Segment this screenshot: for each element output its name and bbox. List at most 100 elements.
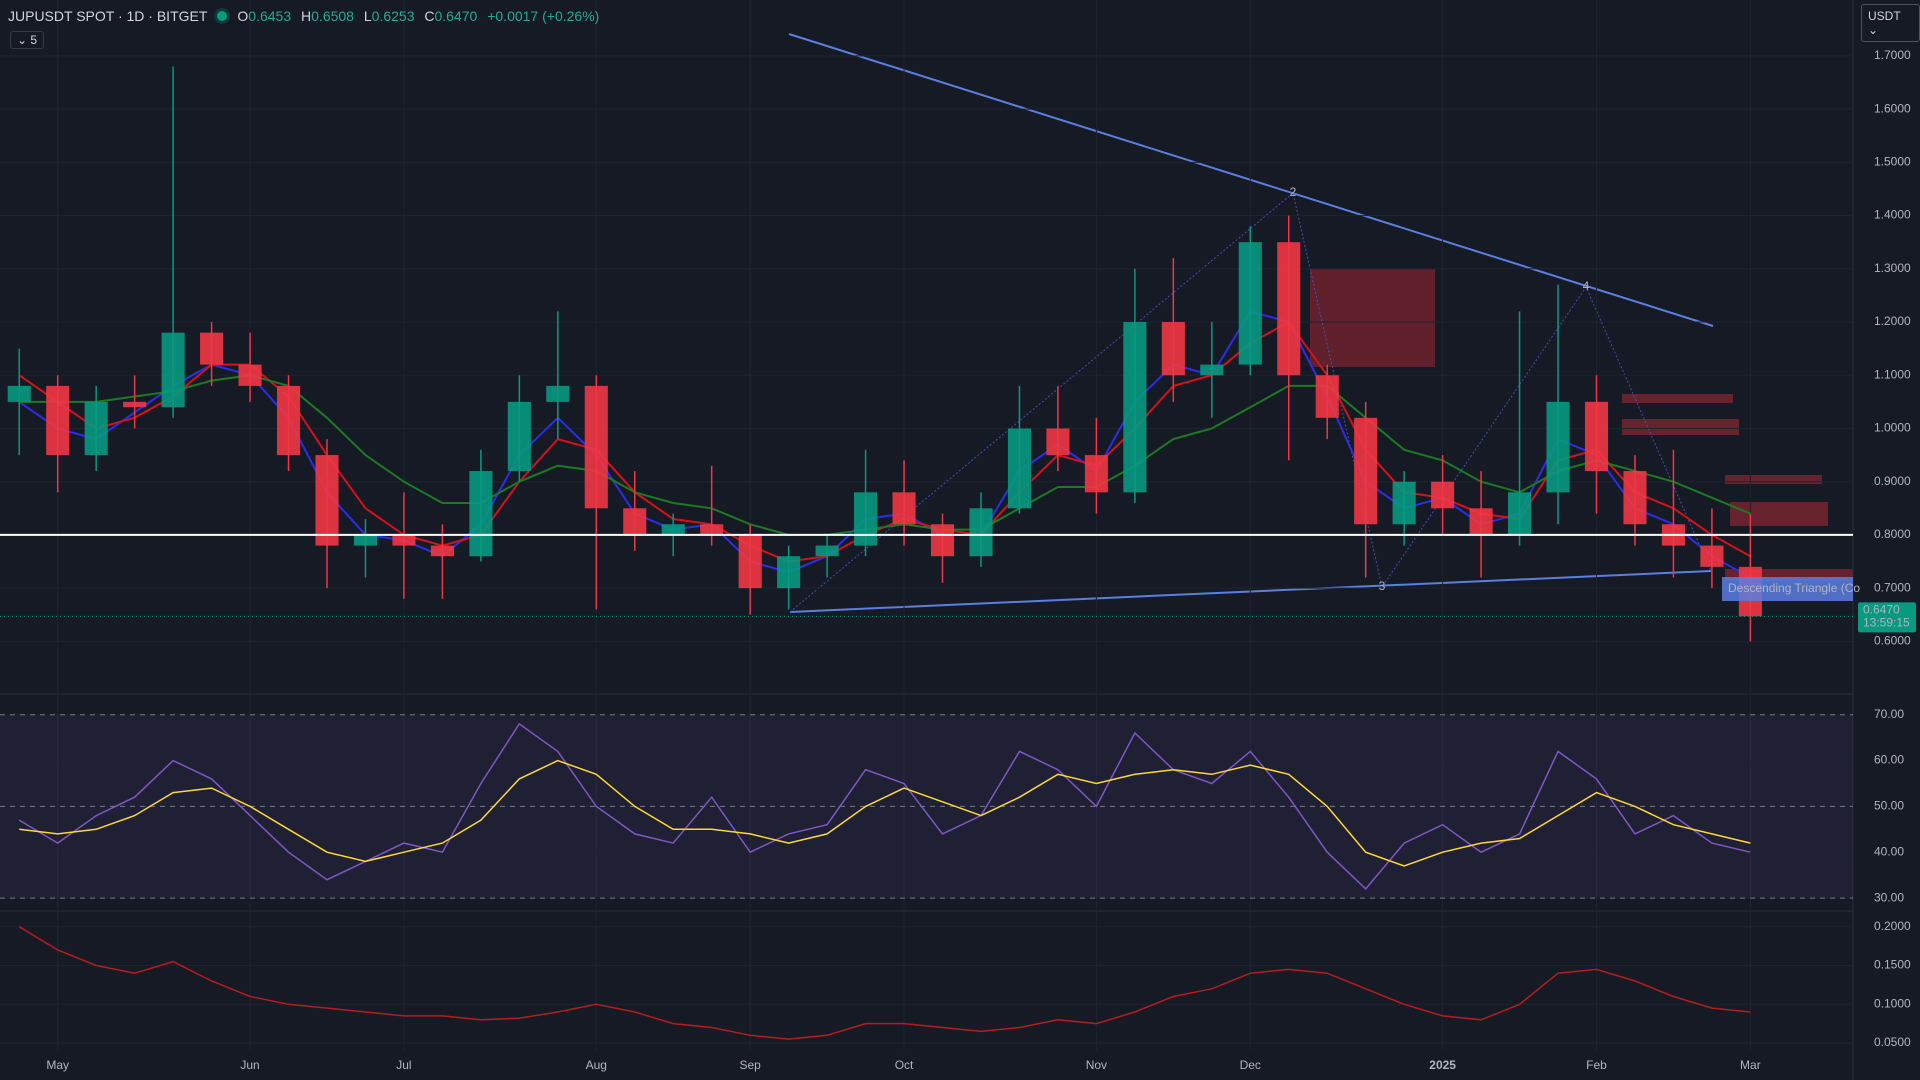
candle-body	[892, 492, 916, 525]
indicators-toggle[interactable]: ⌄ 5	[10, 31, 45, 49]
series-line	[19, 374, 1751, 536]
candle-body	[469, 471, 493, 557]
x-tick-label: Feb	[1586, 1058, 1607, 1072]
ohlc-value: 0.6508	[311, 8, 354, 24]
candle-body	[1354, 417, 1378, 525]
candle-body	[1046, 428, 1070, 456]
x-tick-label: Jul	[396, 1058, 411, 1072]
x-tick-label: Dec	[1240, 1058, 1261, 1072]
candle-body	[1315, 375, 1339, 418]
ohlc: O0.6453 H0.6508 L0.6253 C0.6470 +0.0017 …	[237, 8, 605, 24]
y-tick-label: 1.1000	[1874, 367, 1911, 381]
candle-body	[1431, 481, 1455, 509]
candle-body	[1123, 322, 1147, 493]
y-tick-label: 0.8000	[1874, 527, 1911, 541]
candle-body	[777, 556, 801, 589]
x-tick-label: 2025	[1429, 1058, 1456, 1072]
status-dot	[217, 11, 228, 21]
y-tick-label: 0.0500	[1874, 1035, 1911, 1049]
trend-line	[788, 33, 1714, 327]
indicator-count: 5	[30, 33, 38, 47]
candle-body	[1161, 322, 1185, 376]
ohlc-value: 0.6453	[248, 8, 292, 24]
candle-body	[507, 401, 531, 472]
candle-body	[854, 492, 878, 546]
ohlc-key: H	[301, 8, 312, 24]
candle-body	[584, 385, 608, 509]
x-tick-label: Sep	[739, 1058, 761, 1072]
supply-zone	[1725, 475, 1822, 484]
y-tick-label: 0.2000	[1874, 919, 1911, 933]
candle-body	[161, 332, 185, 408]
x-tick-label: Jun	[240, 1058, 259, 1072]
change: +0.0017 (+0.26%)	[487, 8, 600, 24]
y-tick-label: 60.00	[1874, 753, 1904, 767]
supply-zone	[1622, 419, 1739, 435]
candle-body	[1469, 508, 1493, 535]
candle-body	[1700, 545, 1724, 567]
candle-body	[7, 385, 31, 402]
candle-body	[1277, 242, 1301, 376]
candle-body	[84, 401, 108, 456]
pattern-label-box	[1722, 577, 1853, 601]
pattern-point: 4	[1583, 279, 1590, 293]
candle-body	[1392, 481, 1416, 525]
candle-body	[1084, 455, 1108, 493]
y-tick-label: 0.7000	[1874, 580, 1911, 594]
x-tick-label: Oct	[895, 1058, 914, 1072]
candle-body	[353, 534, 378, 546]
candle-body	[969, 508, 993, 557]
ohlc-value: 0.6253	[371, 8, 415, 24]
y-tick-label: 1.4000	[1874, 208, 1911, 222]
last-price-label: 0.6470	[1863, 603, 1900, 617]
x-tick-label: Aug	[586, 1058, 607, 1072]
candle-body	[392, 534, 416, 546]
candle-body	[1623, 471, 1647, 525]
y-tick-label: 1.3000	[1874, 261, 1911, 275]
series-line	[18, 722, 1751, 890]
candle-body	[623, 508, 647, 535]
candle-body	[123, 401, 147, 408]
y-tick-label: 30.00	[1874, 890, 1904, 904]
candle-body	[546, 385, 570, 402]
ohlc-key: O	[237, 8, 249, 24]
y-tick-label: 1.2000	[1874, 314, 1911, 328]
y-tick-label: 1.0000	[1874, 421, 1911, 435]
candle-body	[238, 364, 262, 386]
candle-body	[1508, 492, 1532, 535]
series-line	[19, 759, 1751, 867]
y-tick-label: 40.00	[1874, 844, 1904, 858]
pattern-label: Descending Triangle (Co	[1728, 581, 1860, 595]
ohlc-value: 0.6470	[434, 8, 478, 24]
pattern-point: 2	[1290, 185, 1297, 199]
y-tick-label: 0.9000	[1874, 474, 1911, 488]
y-tick-label: 1.7000	[1874, 48, 1911, 62]
symbol: JUPUSDT SPOT · 1D · BITGET	[8, 8, 208, 24]
candle-body	[315, 455, 339, 546]
supply-zone	[1310, 269, 1435, 367]
y-tick-label: 0.6000	[1874, 634, 1911, 648]
candle-body	[661, 524, 685, 535]
supply-zone	[1622, 394, 1733, 403]
y-tick-label: 1.6000	[1874, 101, 1911, 115]
candle-body	[1584, 401, 1609, 472]
y-tick-label: 1.5000	[1874, 155, 1911, 169]
candle-body	[930, 524, 955, 557]
y-tick-label: 0.1000	[1874, 996, 1911, 1010]
candle-body	[815, 545, 839, 557]
candle-body	[1546, 401, 1570, 493]
candle-body	[276, 385, 301, 456]
x-tick-label: Mar	[1740, 1058, 1761, 1072]
series-line	[18, 926, 1751, 1040]
header: JUPUSDT SPOT · 1D · BITGET O0.6453 H0.65…	[8, 6, 605, 26]
candle-body	[46, 385, 70, 456]
currency: USDT	[1868, 9, 1901, 23]
supply-zone	[1730, 502, 1828, 526]
candle-body	[738, 534, 762, 589]
candle-body	[200, 332, 224, 365]
currency-button[interactable]: USDT ⌄	[1861, 4, 1920, 42]
x-tick-label: May	[46, 1058, 69, 1072]
x-tick-label: Nov	[1086, 1058, 1107, 1072]
